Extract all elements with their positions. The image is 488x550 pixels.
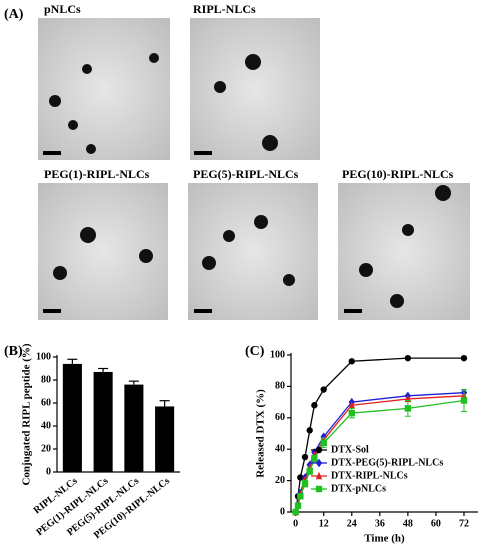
point (311, 402, 318, 409)
image-label: RIPL-NLCs (193, 2, 256, 16)
image-label: PEG(5)-RIPL-NLCs (193, 167, 299, 181)
panel-label: (B) (4, 344, 23, 359)
point (348, 409, 355, 417)
point (348, 401, 355, 409)
point (301, 453, 309, 461)
image-label: PEG(1)-RIPL-NLCs (44, 167, 150, 181)
y-tick-label: 20 (41, 443, 51, 454)
x-tick-label: 72 (459, 518, 469, 529)
y-tick-label: 20 (275, 475, 285, 486)
y-tick-label: 60 (275, 412, 285, 423)
bar (93, 371, 113, 472)
point (311, 455, 318, 462)
point (306, 427, 313, 434)
x-tick-label: 60 (431, 518, 441, 529)
y-tick-label: 100 (270, 349, 285, 360)
x-tick-label: 0 (293, 518, 298, 529)
micrograph (38, 18, 170, 160)
panel-label: (A) (4, 7, 24, 22)
y-tick-label: 80 (275, 381, 285, 392)
bar (155, 406, 175, 472)
legend-label: DTX-PEG(5)-RIPL-NLCs (331, 457, 443, 468)
bar (62, 363, 82, 472)
point (315, 458, 323, 468)
image-label: PEG(10)-RIPL-NLCs (342, 167, 454, 181)
image-label: pNLCs (44, 2, 81, 16)
point (301, 480, 309, 487)
point (320, 439, 327, 447)
point (292, 508, 299, 516)
x-tick-label: 24 (347, 518, 357, 529)
micrograph (188, 183, 318, 320)
point (348, 358, 355, 365)
bar (124, 384, 144, 472)
micrograph (190, 18, 320, 160)
point (404, 405, 412, 412)
y-tick-label: 80 (41, 374, 51, 385)
x-tick-label: 48 (403, 518, 413, 529)
point (460, 354, 468, 362)
point (306, 467, 313, 475)
micrograph (38, 183, 168, 320)
point (294, 502, 302, 509)
point (297, 493, 304, 500)
y-axis-label: Released DTX (%) (255, 389, 267, 478)
point (315, 471, 323, 480)
point (297, 474, 304, 481)
y-tick-label: 0 (46, 466, 51, 477)
x-tick-label: 12 (319, 518, 329, 529)
x-tick-label: 36 (375, 518, 385, 529)
y-tick-label: 60 (41, 397, 51, 408)
legend-label: DTX-pNLCs (331, 483, 386, 494)
legend-label: DTX-RIPL-NLCs (331, 470, 408, 481)
series-line (295, 399, 465, 513)
y-tick-label: 100 (36, 351, 51, 362)
y-axis-label: Conjugated RIPL peptide (%) (21, 343, 33, 485)
legend-label: DTX-Sol (331, 444, 369, 455)
point (320, 386, 327, 393)
series-line (295, 357, 464, 513)
micrograph (338, 183, 470, 320)
y-tick-label: 40 (275, 443, 285, 454)
point (404, 354, 412, 362)
y-tick-label: 0 (280, 506, 285, 517)
series-line (295, 395, 465, 513)
y-tick-label: 40 (41, 420, 51, 431)
panel-label: (C) (245, 344, 265, 359)
point (315, 485, 323, 493)
x-axis-label: Time (h) (364, 533, 405, 545)
point (315, 446, 323, 454)
point (460, 397, 468, 404)
